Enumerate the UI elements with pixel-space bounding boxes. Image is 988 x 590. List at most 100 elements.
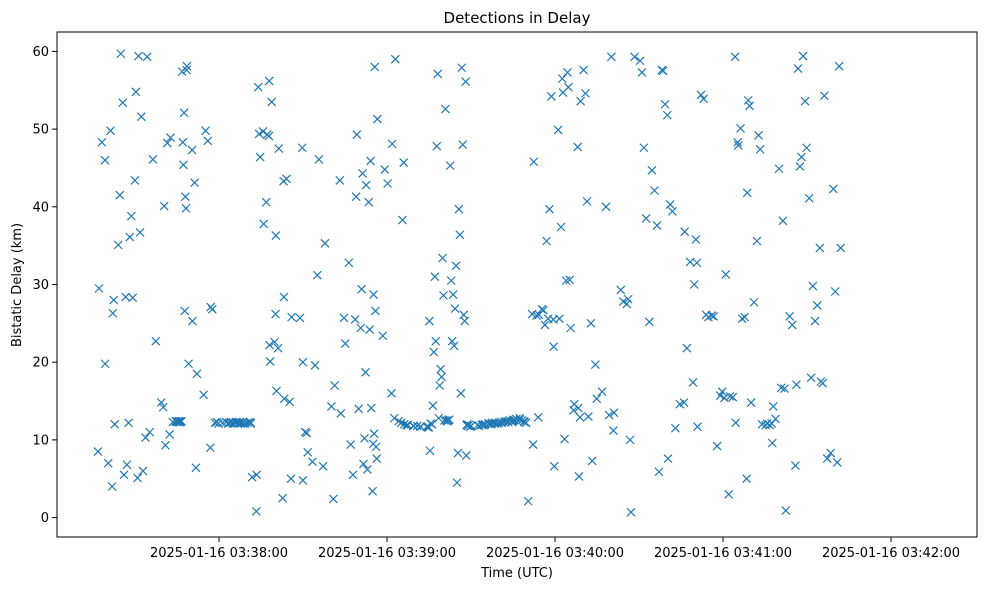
data-point-marker <box>446 276 456 286</box>
data-point-marker <box>579 65 588 75</box>
data-point-marker <box>361 367 370 377</box>
data-point-marker <box>566 323 576 333</box>
data-point-marker <box>635 56 645 66</box>
data-point-marker <box>696 90 706 100</box>
y-axis-label: Bistatic Delay (km) <box>10 223 25 347</box>
data-point-marker <box>561 276 571 286</box>
data-point-marker <box>187 145 197 155</box>
data-point-marker <box>179 108 189 118</box>
data-point-marker <box>133 473 142 483</box>
data-point-marker <box>754 130 763 140</box>
data-point-marker <box>752 236 762 246</box>
data-point-marker <box>533 412 543 422</box>
data-point-marker <box>126 211 136 221</box>
data-point-marker <box>254 129 264 139</box>
data-point-marker <box>336 409 346 418</box>
data-point-marker <box>380 165 390 174</box>
data-point-marker <box>354 404 364 414</box>
data-point-marker <box>207 304 217 314</box>
data-point-marker <box>178 160 188 170</box>
data-point-marker <box>791 380 801 390</box>
data-point-marker <box>785 311 795 321</box>
data-point-marker <box>798 51 808 61</box>
data-point-marker <box>658 66 668 76</box>
data-point-marker <box>191 463 201 473</box>
data-point-marker <box>586 318 596 328</box>
data-point-marker <box>180 306 190 316</box>
data-point-marker <box>394 416 403 426</box>
data-point-marker <box>778 216 788 226</box>
data-point-marker <box>451 261 461 271</box>
data-point-marker <box>532 311 542 321</box>
data-point-marker <box>192 369 202 379</box>
data-point-marker <box>181 203 191 213</box>
data-point-marker <box>390 54 400 64</box>
data-point-marker <box>279 394 289 404</box>
data-point-marker <box>691 235 701 244</box>
data-point-marker <box>314 154 324 164</box>
data-point-marker <box>271 231 281 240</box>
data-point-marker <box>625 435 635 445</box>
data-point-marker <box>540 320 550 330</box>
data-point-marker <box>357 284 367 294</box>
data-point-marker <box>369 429 379 439</box>
data-point-marker <box>328 494 338 504</box>
data-point-marker <box>836 243 846 253</box>
data-point-marker <box>771 414 780 424</box>
data-point-marker <box>124 418 133 428</box>
data-point-marker <box>680 227 690 237</box>
data-point-marker <box>452 478 462 488</box>
data-point-marker <box>460 316 470 326</box>
data-point-marker <box>433 69 443 79</box>
y-axis: 0 10 20 30 40 50 60 <box>32 45 57 526</box>
data-point-marker <box>439 290 448 300</box>
data-point-marker <box>428 401 438 411</box>
data-point-marker <box>630 52 639 62</box>
data-point-marker <box>576 96 586 106</box>
data-point-marker <box>121 292 131 302</box>
data-point-marker <box>458 140 468 150</box>
data-point-marker <box>372 454 382 463</box>
x-axis-label: Time (UTC) <box>480 566 553 581</box>
data-point-marker <box>644 317 654 327</box>
data-point-marker <box>285 397 295 407</box>
plot-area <box>56 31 978 538</box>
data-point-marker <box>724 489 734 499</box>
data-point-marker <box>130 175 140 185</box>
data-point-marker <box>177 416 186 426</box>
data-point-marker <box>135 228 145 237</box>
data-point-marker <box>736 123 745 133</box>
data-point-marker <box>131 87 141 97</box>
data-point-marker <box>742 188 752 198</box>
data-point-marker <box>549 342 559 352</box>
data-point-marker <box>826 448 836 458</box>
data-point-marker <box>650 186 659 195</box>
data-point-marker <box>828 184 838 194</box>
data-point-marker <box>397 215 407 225</box>
data-point-marker <box>812 301 822 310</box>
data-point-marker <box>689 280 699 289</box>
data-point-marker <box>737 314 747 324</box>
data-point-marker <box>370 62 380 72</box>
data-point-marker <box>797 152 806 162</box>
data-point-marker <box>542 236 552 246</box>
data-point-marker <box>429 347 439 357</box>
data-point-marker <box>246 418 256 428</box>
data-point-marker <box>371 306 380 316</box>
data-point-marker <box>554 314 564 324</box>
data-point-marker <box>728 392 738 402</box>
data-point-marker <box>647 165 657 175</box>
data-point-marker <box>654 467 664 477</box>
data-point-marker <box>265 356 275 366</box>
data-point-marker <box>108 308 118 318</box>
data-point-marker <box>178 137 188 147</box>
data-point-marker <box>190 178 200 188</box>
data-point-marker <box>366 156 376 166</box>
data-point-marker <box>298 357 308 367</box>
data-point-marker <box>639 143 649 153</box>
data-point-marker <box>270 337 280 347</box>
data-point-marker <box>320 238 330 248</box>
data-point-marker <box>444 415 454 425</box>
y-tick-label: 0 <box>41 511 49 526</box>
data-point-marker <box>107 482 117 491</box>
